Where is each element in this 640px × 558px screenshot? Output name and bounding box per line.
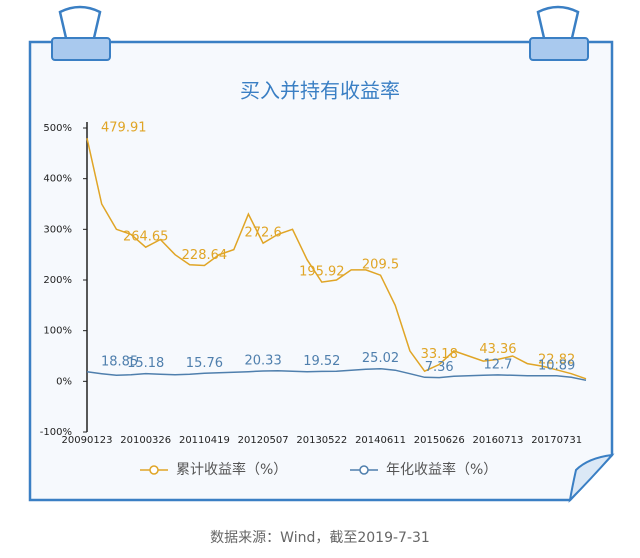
data-label: 25.02	[362, 351, 399, 366]
data-label: 7.36	[425, 360, 454, 375]
x-tick-label: 20130522	[296, 435, 347, 446]
data-label: 15.18	[127, 356, 164, 371]
legend-marker	[149, 465, 159, 475]
clip-left	[51, 5, 111, 61]
series-line	[86, 138, 587, 380]
x-tick-label: 20150626	[414, 435, 465, 446]
data-label: 264.65	[123, 230, 169, 245]
y-tick-label: 300%	[43, 224, 72, 235]
y-tick-label: 500%	[43, 123, 72, 134]
data-label: 33.18	[421, 347, 458, 362]
legend-label: 年化收益率（%）	[386, 461, 497, 478]
y-tick-label: 100%	[43, 326, 72, 337]
data-label: 209.5	[362, 258, 399, 273]
data-label: 272.6	[245, 226, 282, 241]
y-tick-label: 400%	[43, 174, 72, 185]
data-label: 18.85	[101, 354, 138, 369]
clip-right	[529, 5, 589, 61]
data-label: 12.7	[483, 357, 512, 372]
data-label: 10.89	[538, 358, 575, 373]
series-line	[86, 367, 587, 382]
x-tick-label: 20090123	[62, 435, 113, 446]
data-label: 479.91	[101, 121, 147, 136]
x-tick-label: 20100326	[120, 435, 171, 446]
x-tick-label: 20160713	[472, 435, 523, 446]
source-note: 数据来源：Wind，截至2019-7-31	[210, 530, 430, 546]
y-tick-label: 200%	[43, 275, 72, 286]
data-label: 228.64	[182, 248, 228, 263]
x-tick-label: 20140611	[355, 435, 406, 446]
legend-marker	[359, 465, 369, 475]
x-tick-label: 20170731	[531, 435, 582, 446]
data-label: 195.92	[299, 265, 345, 280]
data-label: 22.82	[538, 352, 575, 367]
x-tick-label: 20120507	[238, 435, 289, 446]
chart-title: 买入并持有收益率	[240, 79, 400, 103]
y-tick-label: 0%	[56, 376, 72, 387]
x-tick-label: 20110419	[179, 435, 230, 446]
data-label: 19.52	[303, 354, 340, 369]
legend-label: 累计收益率（%）	[176, 461, 287, 478]
data-label: 15.76	[186, 356, 223, 371]
y-tick-label: -100%	[40, 427, 72, 438]
data-label: 43.36	[479, 342, 516, 357]
data-label: 20.33	[245, 354, 282, 369]
paper-fold	[568, 453, 615, 503]
